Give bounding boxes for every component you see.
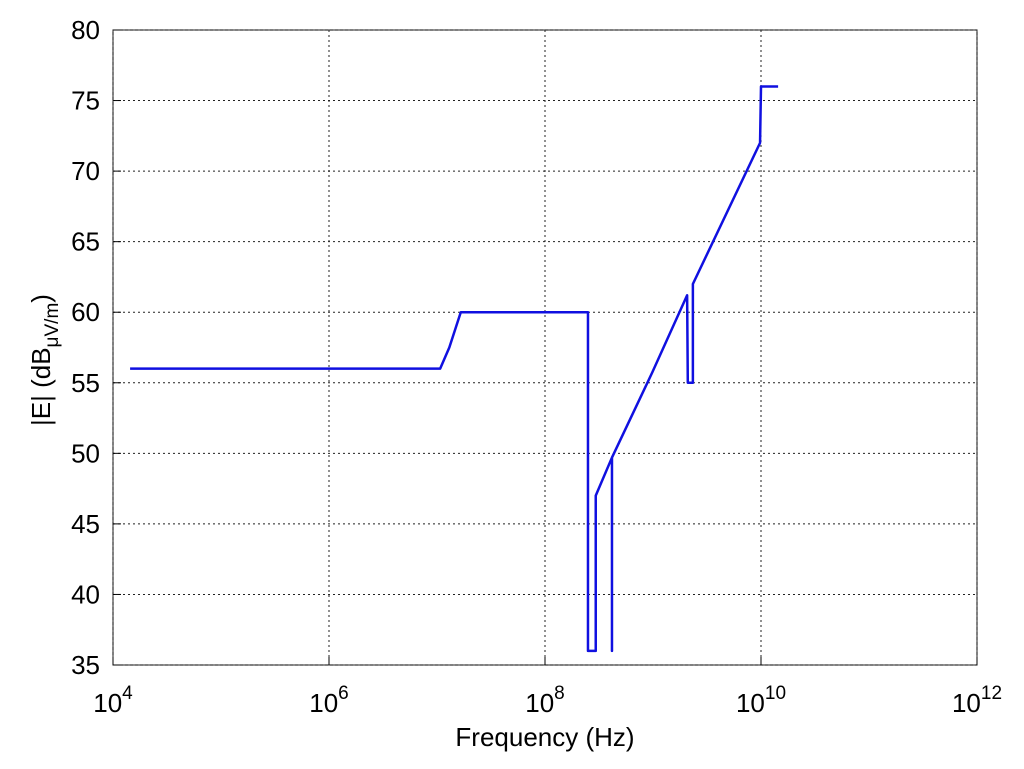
y-tick-label: 35 [71, 650, 100, 680]
y-tick-label: 70 [71, 156, 100, 186]
x-axis-label: Frequency (Hz) [455, 722, 634, 752]
x-tick-label: 104 [93, 683, 133, 718]
y-axis-label-close: ) [26, 294, 56, 303]
y-axis-label-sub: μV/m [42, 303, 63, 348]
y-tick-label: 80 [71, 15, 100, 45]
y-tick-label: 60 [71, 297, 100, 327]
x-tick-label: 108 [525, 683, 565, 718]
x-tick-label: 1010 [736, 683, 786, 718]
y-tick-label: 65 [71, 227, 100, 257]
y-tick-label: 45 [71, 509, 100, 539]
data-line [130, 85, 779, 653]
y-tick-label: 75 [71, 86, 100, 116]
y-tick-label: 55 [71, 368, 100, 398]
x-tick-label: 106 [309, 683, 349, 718]
y-axis-label: |E| (dBμV/m) [26, 294, 63, 426]
y-tick-label: 40 [71, 579, 100, 609]
y-axis-label-main: |E| (dB [26, 347, 56, 426]
x-tick-label: 1012 [952, 683, 1002, 718]
y-tick-label: 50 [71, 438, 100, 468]
